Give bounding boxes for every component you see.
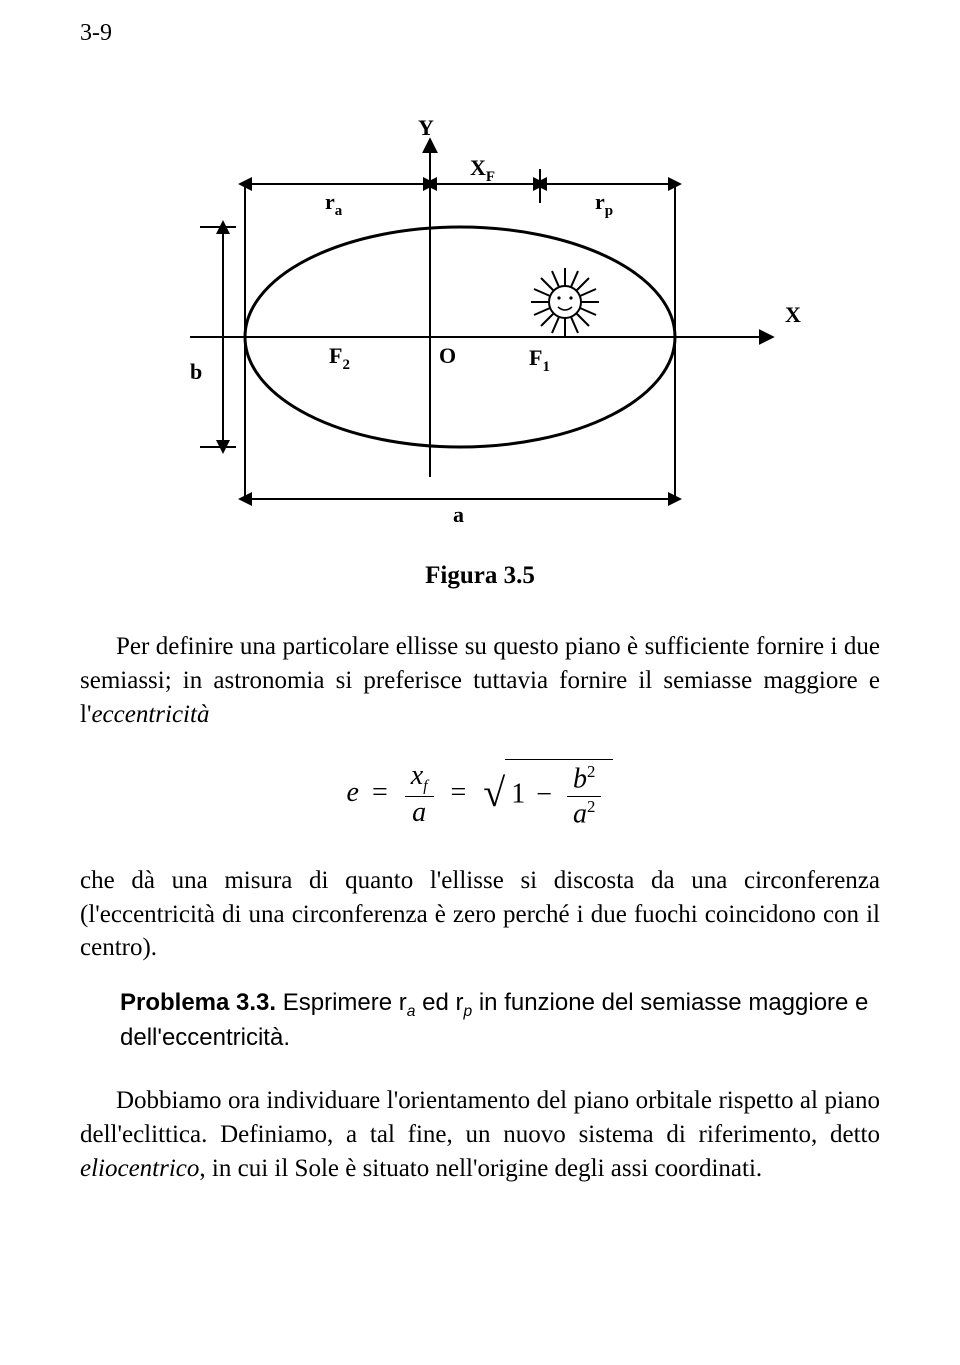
sqrt-minus: − [536,779,552,810]
f1-label: F1 [529,345,550,375]
paragraph-3b: , in cui il Sole è situato nell'origine … [199,1155,762,1182]
sqrt-block: √ 1 − b2 a2 [479,759,613,830]
sqrt-one: 1 [511,779,525,810]
formula-e: e [347,777,359,808]
xf-sub: f [423,778,427,795]
b-num: b [573,764,587,795]
x-axis-label: X [785,302,801,327]
paragraph-1: Per definire una particolare ellisse su … [80,630,880,731]
heliocentric-term: eliocentrico [80,1155,199,1182]
eccentricity-term: eccentricità [91,701,209,728]
a-den: a [573,798,587,829]
paragraph-2: che dà una misura di quanto l'ellisse si… [80,864,880,965]
b-label: b [190,359,202,384]
ellipse-figure: X Y ra XF rp a b [80,107,880,532]
ra-label: ra [325,189,343,219]
figure-caption: Figura 3.5 [80,562,880,590]
formula-eq2: = [451,777,467,808]
problem-mid: ed r [415,989,463,1016]
paragraph-3: Dobbiamo ora individuare l'orientamento … [80,1084,880,1185]
formula-eq1: = [372,777,388,808]
frac-den-a: a [405,797,434,829]
origin-label: O [439,343,456,368]
problem-pre: Esprimere r [276,989,407,1016]
paragraph-3a: Dobbiamo ora individuare l'orientamento … [80,1087,880,1148]
sun-icon [531,268,599,336]
xf-num: x [411,760,423,791]
problem-rp-sub: p [463,1003,472,1020]
frac-b2-a2: b2 a2 [567,762,601,830]
a-sq: 2 [587,797,595,816]
problem-3-3: Problema 3.3. Esprimere ra ed rp in funz… [120,987,880,1054]
b-sq: 2 [587,762,595,781]
xf-label: XF [470,155,495,185]
problem-title: Problema 3.3. [120,989,276,1016]
rp-label: rp [595,189,613,219]
page-number: 3-9 [80,20,880,47]
y-axis-label: Y [418,115,434,140]
eccentricity-formula: e = xf a = √ 1 − b2 a2 [80,759,880,830]
f2-label: F2 [329,343,350,373]
a-label: a [453,502,464,527]
frac-xf-a: xf a [405,760,434,829]
